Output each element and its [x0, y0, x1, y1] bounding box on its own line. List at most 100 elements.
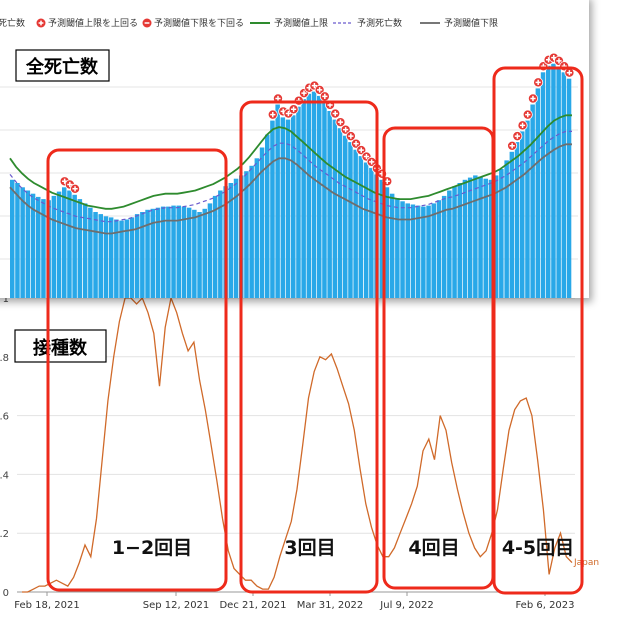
death-bar: [192, 209, 197, 298]
expected-deaths-line: [9, 130, 572, 223]
plus-icon: [301, 90, 307, 96]
vaccination-round-label: 4回目: [408, 537, 459, 559]
death-bar: [478, 176, 483, 298]
death-bar: [551, 63, 556, 299]
death-bar: [124, 219, 129, 298]
excess-marker: [288, 104, 299, 115]
deaths-title: 全死亡数: [25, 56, 99, 78]
death-bar: [155, 207, 161, 298]
plus-icon: [535, 79, 541, 85]
death-bar: [431, 203, 436, 298]
x-tick-label: Dec 21, 2021: [219, 600, 286, 611]
death-bar: [270, 120, 275, 298]
vaccination-round-box: [492, 66, 584, 595]
death-bar: [561, 72, 567, 299]
death-bar: [358, 156, 364, 298]
death-bar: [322, 102, 327, 298]
death-bar: [520, 131, 525, 298]
death-bar: [410, 204, 416, 298]
death-bar: [441, 195, 447, 298]
death-bar: [405, 203, 410, 298]
death-bar: [82, 203, 88, 298]
x-tick-label: Jul 9, 2022: [379, 600, 433, 611]
death-bar: [67, 190, 72, 298]
death-bar: [10, 179, 15, 299]
y-tick-label: 0.8: [0, 353, 9, 364]
death-bar: [436, 200, 442, 298]
death-bar: [103, 216, 109, 298]
death-bar: [171, 205, 176, 298]
death-bar: [499, 169, 504, 298]
vaccination-round-label: 4-5回目: [502, 537, 574, 559]
death-bar: [473, 175, 478, 298]
death-bar: [395, 198, 400, 298]
death-bar: [249, 165, 254, 298]
plus-icon: [519, 122, 526, 128]
vaccination-round-label: 1−2回目: [112, 537, 192, 559]
legend-label: 予測死亡数: [357, 17, 402, 29]
death-bar: [72, 194, 77, 298]
death-bar: [160, 206, 166, 298]
death-bar: [525, 120, 530, 298]
death-bar: [343, 135, 348, 298]
death-bar: [483, 178, 488, 298]
death-bar: [150, 208, 155, 298]
plus-icon: [38, 20, 44, 26]
death-bar: [140, 212, 145, 298]
death-bar: [566, 78, 572, 298]
vaccination-line: [22, 295, 573, 593]
death-bar: [452, 186, 457, 298]
x-tick-label: Feb 18, 2021: [14, 600, 79, 611]
death-bar: [166, 206, 171, 298]
y-tick-label: 0.2: [0, 529, 9, 540]
death-bar: [332, 119, 338, 298]
death-bar: [301, 99, 306, 298]
excess-marker: [507, 140, 518, 151]
plus-icon: [311, 83, 318, 89]
death-bar: [176, 205, 181, 298]
excess-marker: [522, 109, 533, 120]
plus-icon: [332, 110, 338, 117]
death-bar: [119, 220, 124, 298]
death-bar: [186, 207, 192, 298]
death-bar: [93, 212, 98, 298]
plus-icon: [337, 119, 344, 125]
excess-marker: [345, 131, 356, 142]
plus-icon: [291, 106, 297, 112]
y-tick-label: 0.6: [0, 412, 9, 423]
excess-marker: [319, 91, 330, 102]
y-tick-label: 0: [3, 588, 9, 599]
vaccination-round-box: [46, 148, 228, 592]
death-bar: [181, 206, 187, 298]
excess-marker: [564, 67, 575, 78]
vaccination-round-box: [239, 100, 379, 594]
threshold-upper-line: [9, 114, 572, 210]
excess-marker: [70, 183, 81, 194]
death-bar: [353, 149, 358, 298]
plus-icon: [67, 181, 73, 188]
death-bar: [51, 195, 57, 298]
plus-icon: [556, 58, 562, 64]
plus-icon: [525, 112, 531, 118]
death-bar: [98, 214, 103, 298]
death-bar: [56, 191, 62, 298]
death-bar: [254, 158, 260, 299]
excess-marker: [340, 124, 351, 135]
y-tick-label: 1: [3, 294, 9, 305]
plus-icon: [363, 153, 370, 160]
death-bar: [426, 205, 431, 298]
death-bar: [212, 195, 218, 298]
plus-icon: [322, 93, 328, 99]
plus-icon: [530, 95, 536, 102]
vaccination-title-box: [14, 329, 107, 363]
x-tick-label: Sep 12, 2021: [143, 600, 210, 611]
death-bar: [530, 104, 535, 298]
legend-label: 予測閾値上限: [274, 17, 328, 29]
death-bar: [379, 179, 384, 299]
excess-marker: [533, 77, 544, 88]
death-bar: [30, 193, 36, 298]
excess-marker: [335, 117, 346, 128]
death-bar: [233, 178, 239, 298]
legend-label: 予測閾値下限を下回る: [154, 17, 244, 29]
